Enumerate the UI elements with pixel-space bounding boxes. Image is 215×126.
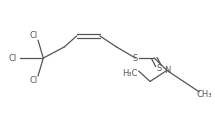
Text: N: N bbox=[164, 66, 170, 75]
Text: Cl: Cl bbox=[30, 31, 38, 40]
Text: S: S bbox=[133, 54, 138, 63]
Text: Cl: Cl bbox=[9, 54, 17, 63]
Text: H₃C: H₃C bbox=[123, 69, 138, 78]
Text: CH₃: CH₃ bbox=[197, 90, 212, 99]
Text: Cl: Cl bbox=[30, 76, 38, 85]
Text: S: S bbox=[157, 64, 162, 73]
